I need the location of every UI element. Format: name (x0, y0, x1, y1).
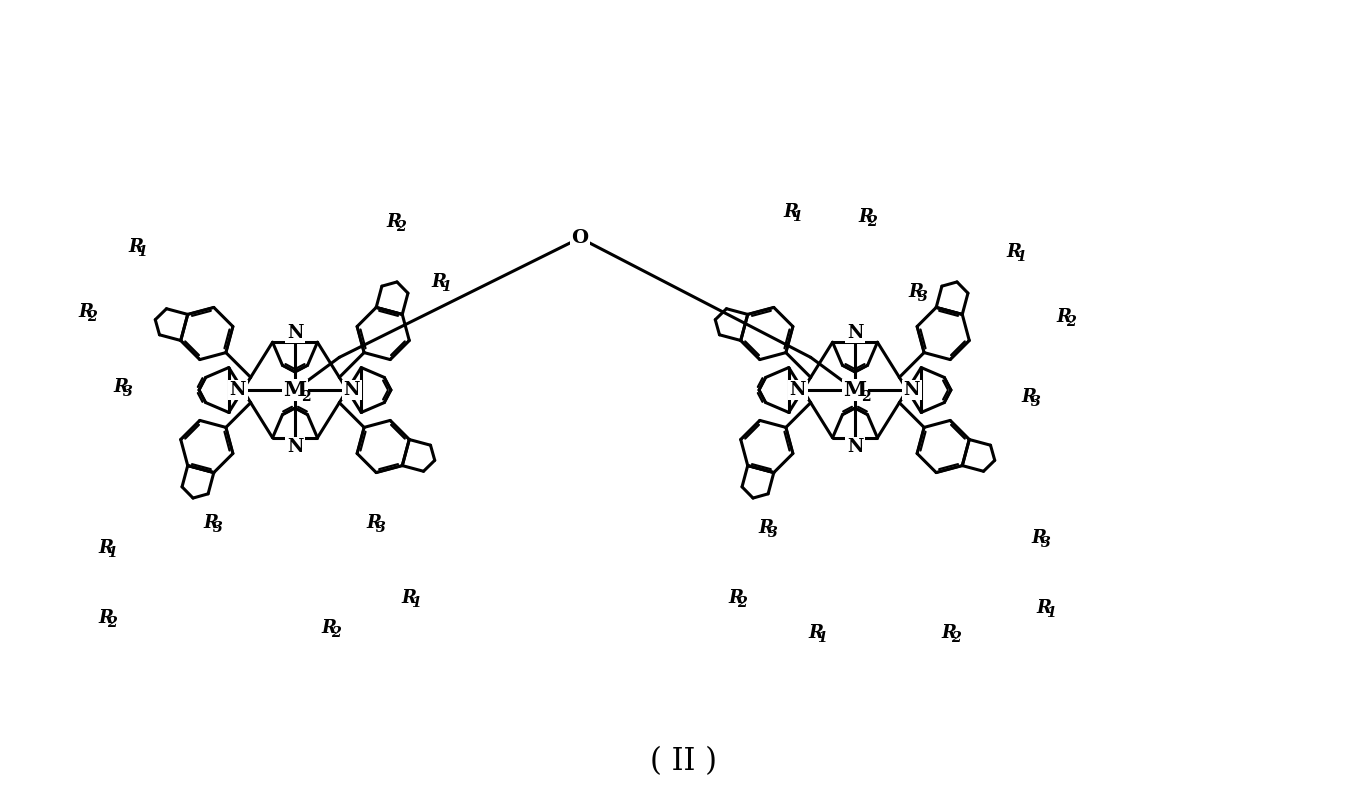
Text: 2: 2 (867, 215, 877, 230)
Text: N: N (847, 438, 863, 456)
Text: O: O (571, 229, 589, 247)
Text: 3: 3 (123, 385, 133, 399)
Text: R: R (98, 539, 113, 556)
Text: 3: 3 (1041, 535, 1050, 550)
Text: R: R (1022, 388, 1037, 406)
Text: N: N (790, 381, 806, 399)
Text: 1: 1 (108, 546, 117, 560)
Text: 3: 3 (376, 521, 387, 534)
Text: R: R (1031, 529, 1046, 547)
Text: 2: 2 (331, 625, 342, 640)
Text: R: R (432, 273, 447, 291)
Text: R: R (402, 589, 417, 607)
Text: N: N (904, 381, 921, 399)
Text: R: R (1037, 599, 1052, 616)
Text: R: R (367, 513, 382, 532)
Text: R: R (322, 619, 337, 637)
Text: 3: 3 (1031, 395, 1041, 410)
Text: 1: 1 (441, 281, 451, 294)
Text: R: R (204, 513, 219, 532)
Text: N: N (344, 381, 361, 399)
Text: ( II ): ( II ) (649, 746, 717, 778)
Text: 1: 1 (1016, 251, 1026, 264)
Text: N: N (287, 438, 303, 456)
Text: R: R (941, 624, 956, 642)
Text: R: R (1007, 243, 1022, 261)
Text: 2: 2 (951, 631, 962, 645)
Text: R: R (809, 624, 824, 642)
Text: 1: 1 (1046, 606, 1056, 620)
Text: R: R (113, 379, 128, 397)
Text: 2: 2 (301, 390, 311, 404)
Text: M: M (843, 380, 866, 400)
Text: R: R (758, 519, 773, 537)
Text: 2: 2 (861, 390, 870, 404)
Text: 3: 3 (918, 290, 928, 304)
Text: 1: 1 (138, 245, 148, 260)
Text: R: R (98, 609, 113, 627)
Text: 2: 2 (108, 616, 117, 629)
Text: R: R (1057, 308, 1072, 326)
Text: N: N (229, 381, 246, 399)
Text: R: R (858, 208, 873, 226)
Text: R: R (783, 204, 798, 221)
Text: R: R (908, 283, 923, 302)
Text: 1: 1 (411, 595, 421, 610)
Text: 2: 2 (1065, 315, 1076, 329)
Text: R: R (728, 589, 743, 607)
Text: 2: 2 (738, 595, 747, 610)
Text: R: R (387, 213, 402, 231)
Text: 3: 3 (768, 526, 777, 539)
Text: 1: 1 (817, 631, 828, 645)
Text: 2: 2 (87, 311, 97, 324)
Text: 2: 2 (396, 221, 406, 234)
Text: M: M (283, 380, 306, 400)
Text: 3: 3 (213, 521, 223, 534)
Text: N: N (287, 324, 303, 342)
Text: R: R (78, 303, 93, 321)
Text: R: R (128, 238, 143, 256)
Text: 1: 1 (792, 210, 802, 225)
Text: N: N (847, 324, 863, 342)
